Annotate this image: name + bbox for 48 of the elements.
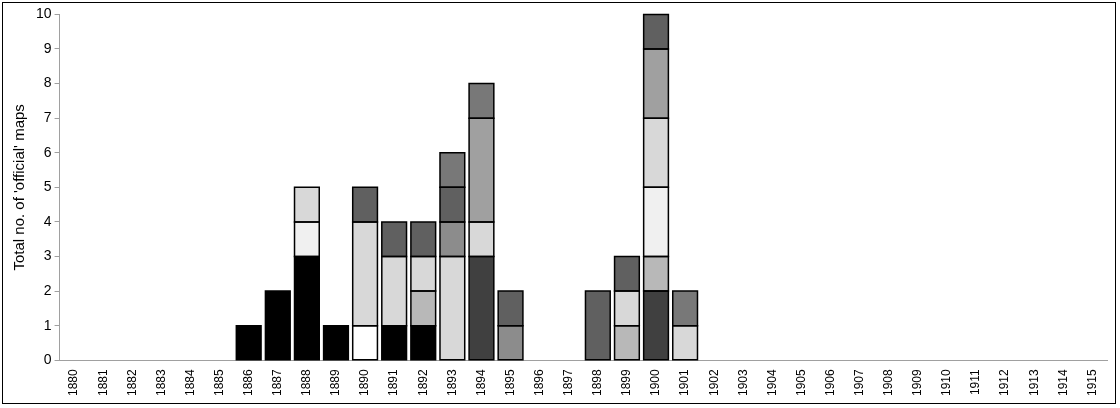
x-tick-label: 1908 xyxy=(881,368,896,397)
x-tick-label: 1912 xyxy=(997,368,1012,397)
x-tick-label: 1894 xyxy=(473,368,488,397)
x-tick-label: 1902 xyxy=(706,368,721,397)
x-tick-label: 1884 xyxy=(182,368,197,397)
x-tick-label: 1889 xyxy=(328,368,343,397)
y-tick-label: 8 xyxy=(43,74,52,91)
x-tick-label: 1883 xyxy=(153,368,168,397)
x-tick-label: 1915 xyxy=(1084,368,1099,397)
x-tick-label: 1913 xyxy=(1026,368,1041,397)
x-tick-label: 1881 xyxy=(95,368,110,397)
x-tick-label: 1907 xyxy=(852,368,866,397)
x-tick-label: 1887 xyxy=(270,368,285,397)
y-tick-label: 2 xyxy=(43,281,52,298)
y-tick-label: 9 xyxy=(43,39,52,56)
x-tick-label: 1904 xyxy=(764,368,779,397)
x-tick-label: 1880 xyxy=(66,368,81,397)
x-tick-label: 1882 xyxy=(124,368,139,397)
x-tick-label: 1896 xyxy=(531,368,546,397)
x-tick-label: 1885 xyxy=(211,368,226,397)
y-tick-label: 6 xyxy=(43,143,52,160)
x-tick-label: 1909 xyxy=(910,368,925,397)
x-tick-label: 1898 xyxy=(590,368,605,397)
x-tick-label: 1886 xyxy=(241,368,255,397)
y-tick-label: 4 xyxy=(43,212,52,229)
x-tick-label: 1899 xyxy=(619,368,634,397)
x-tick-label: 1897 xyxy=(561,368,576,397)
y-tick-label: 1 xyxy=(43,316,52,333)
x-tick-label: 1893 xyxy=(444,368,459,397)
y-tick-label: 0 xyxy=(43,351,52,368)
y-tick-label: 3 xyxy=(43,247,52,264)
y-axis-title: Total no. of 'official' maps xyxy=(10,104,28,271)
x-tick-label: 1914 xyxy=(1055,368,1070,397)
x-tick-label: 1888 xyxy=(299,368,314,397)
y-tick-label: 10 xyxy=(35,5,52,22)
x-tick-label: 1895 xyxy=(502,368,517,397)
x-tick-label: 1891 xyxy=(386,368,401,397)
x-tick-label: 1906 xyxy=(822,368,837,397)
x-tick-label: 1903 xyxy=(735,368,750,397)
y-tick-label: 5 xyxy=(43,178,52,195)
x-tick-label: 1905 xyxy=(793,368,808,397)
x-tick-label: 1900 xyxy=(648,368,663,397)
x-tick-label: 1890 xyxy=(357,368,372,397)
x-tick-label: 1901 xyxy=(677,368,692,397)
x-tick-label: 1910 xyxy=(939,368,954,397)
x-tick-label: 1911 xyxy=(968,368,983,396)
x-tick-label: 1892 xyxy=(415,368,430,397)
y-tick-label: 7 xyxy=(43,109,52,126)
